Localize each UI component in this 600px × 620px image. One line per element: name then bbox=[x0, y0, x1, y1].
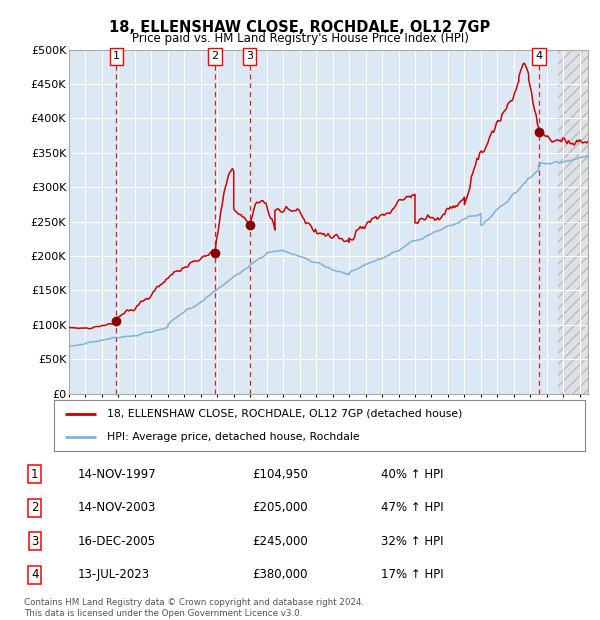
Text: 4: 4 bbox=[536, 51, 542, 61]
Text: £205,000: £205,000 bbox=[252, 502, 308, 514]
Text: £104,950: £104,950 bbox=[252, 468, 308, 481]
Text: 4: 4 bbox=[31, 569, 38, 581]
Text: 18, ELLENSHAW CLOSE, ROCHDALE, OL12 7GP: 18, ELLENSHAW CLOSE, ROCHDALE, OL12 7GP bbox=[109, 20, 491, 35]
Text: 14-NOV-2003: 14-NOV-2003 bbox=[78, 502, 157, 514]
Text: 13-JUL-2023: 13-JUL-2023 bbox=[78, 569, 150, 581]
Text: 2: 2 bbox=[212, 51, 219, 61]
Text: 2: 2 bbox=[31, 502, 38, 514]
Text: Contains HM Land Registry data © Crown copyright and database right 2024.
This d: Contains HM Land Registry data © Crown c… bbox=[24, 598, 364, 618]
Text: £380,000: £380,000 bbox=[252, 569, 308, 581]
Text: 1: 1 bbox=[31, 468, 38, 481]
Text: 16-DEC-2005: 16-DEC-2005 bbox=[78, 535, 156, 547]
Text: HPI: Average price, detached house, Rochdale: HPI: Average price, detached house, Roch… bbox=[107, 432, 360, 442]
Text: 18, ELLENSHAW CLOSE, ROCHDALE, OL12 7GP (detached house): 18, ELLENSHAW CLOSE, ROCHDALE, OL12 7GP … bbox=[107, 409, 463, 419]
Text: 32% ↑ HPI: 32% ↑ HPI bbox=[381, 535, 443, 547]
Text: 40% ↑ HPI: 40% ↑ HPI bbox=[381, 468, 443, 481]
Text: 3: 3 bbox=[31, 535, 38, 547]
Text: £245,000: £245,000 bbox=[252, 535, 308, 547]
Text: 47% ↑ HPI: 47% ↑ HPI bbox=[381, 502, 443, 514]
Text: 1: 1 bbox=[113, 51, 120, 61]
Text: 14-NOV-1997: 14-NOV-1997 bbox=[78, 468, 157, 481]
Text: Price paid vs. HM Land Registry's House Price Index (HPI): Price paid vs. HM Land Registry's House … bbox=[131, 32, 469, 45]
Text: 17% ↑ HPI: 17% ↑ HPI bbox=[381, 569, 443, 581]
Text: 3: 3 bbox=[246, 51, 253, 61]
